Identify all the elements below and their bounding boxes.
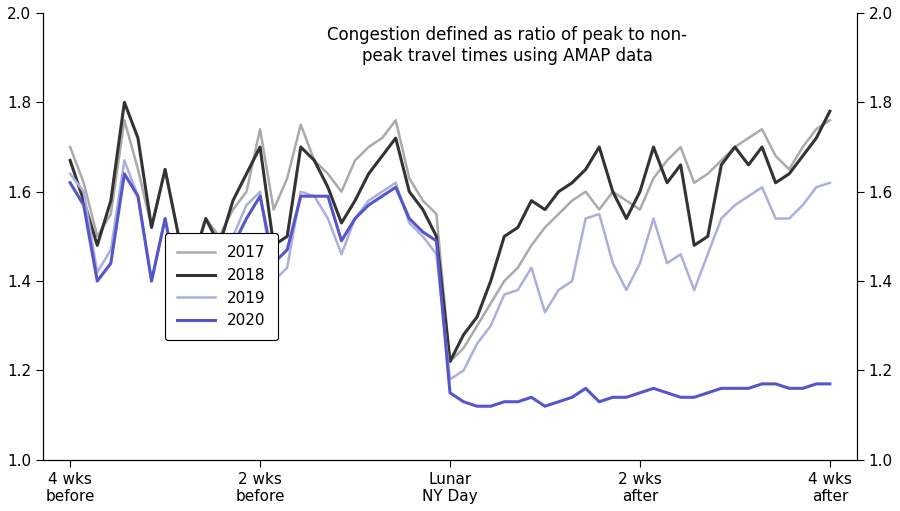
2019 [404, 220, 415, 226]
2017 [404, 175, 415, 181]
2018 [282, 234, 292, 240]
2019 [608, 260, 618, 266]
2018 [105, 198, 116, 204]
2017 [608, 189, 618, 195]
2017 [445, 358, 455, 364]
2019 [824, 180, 835, 186]
2017 [824, 117, 835, 123]
2019 [92, 269, 103, 275]
2018 [445, 358, 455, 364]
2020 [92, 278, 103, 284]
2020 [824, 381, 835, 387]
Line: 2020: 2020 [70, 174, 830, 406]
2020 [608, 394, 618, 400]
2020 [472, 403, 482, 409]
Text: Congestion defined as ratio of peak to non-
peak travel times using AMAP data: Congestion defined as ratio of peak to n… [327, 27, 687, 65]
2017 [92, 234, 103, 240]
Legend: 2017, 2018, 2019, 2020: 2017, 2018, 2019, 2020 [165, 233, 278, 340]
2018 [92, 242, 103, 248]
2018 [824, 108, 835, 114]
2020 [282, 247, 292, 253]
Line: 2017: 2017 [70, 120, 830, 361]
2020 [119, 171, 130, 177]
2017 [105, 211, 116, 217]
Line: 2018: 2018 [70, 102, 830, 361]
2017 [119, 117, 130, 123]
2019 [105, 247, 116, 253]
2020 [105, 260, 116, 266]
2020 [65, 180, 76, 186]
2020 [404, 216, 415, 222]
2018 [404, 189, 415, 195]
2018 [621, 216, 632, 222]
2019 [282, 265, 292, 271]
2017 [621, 198, 632, 204]
Line: 2019: 2019 [70, 160, 830, 379]
2019 [119, 157, 130, 164]
2020 [621, 394, 632, 400]
2018 [119, 99, 130, 105]
2019 [445, 376, 455, 382]
2019 [65, 171, 76, 177]
2019 [621, 287, 632, 293]
2018 [608, 189, 618, 195]
2018 [65, 157, 76, 164]
2017 [65, 144, 76, 150]
2017 [282, 175, 292, 181]
